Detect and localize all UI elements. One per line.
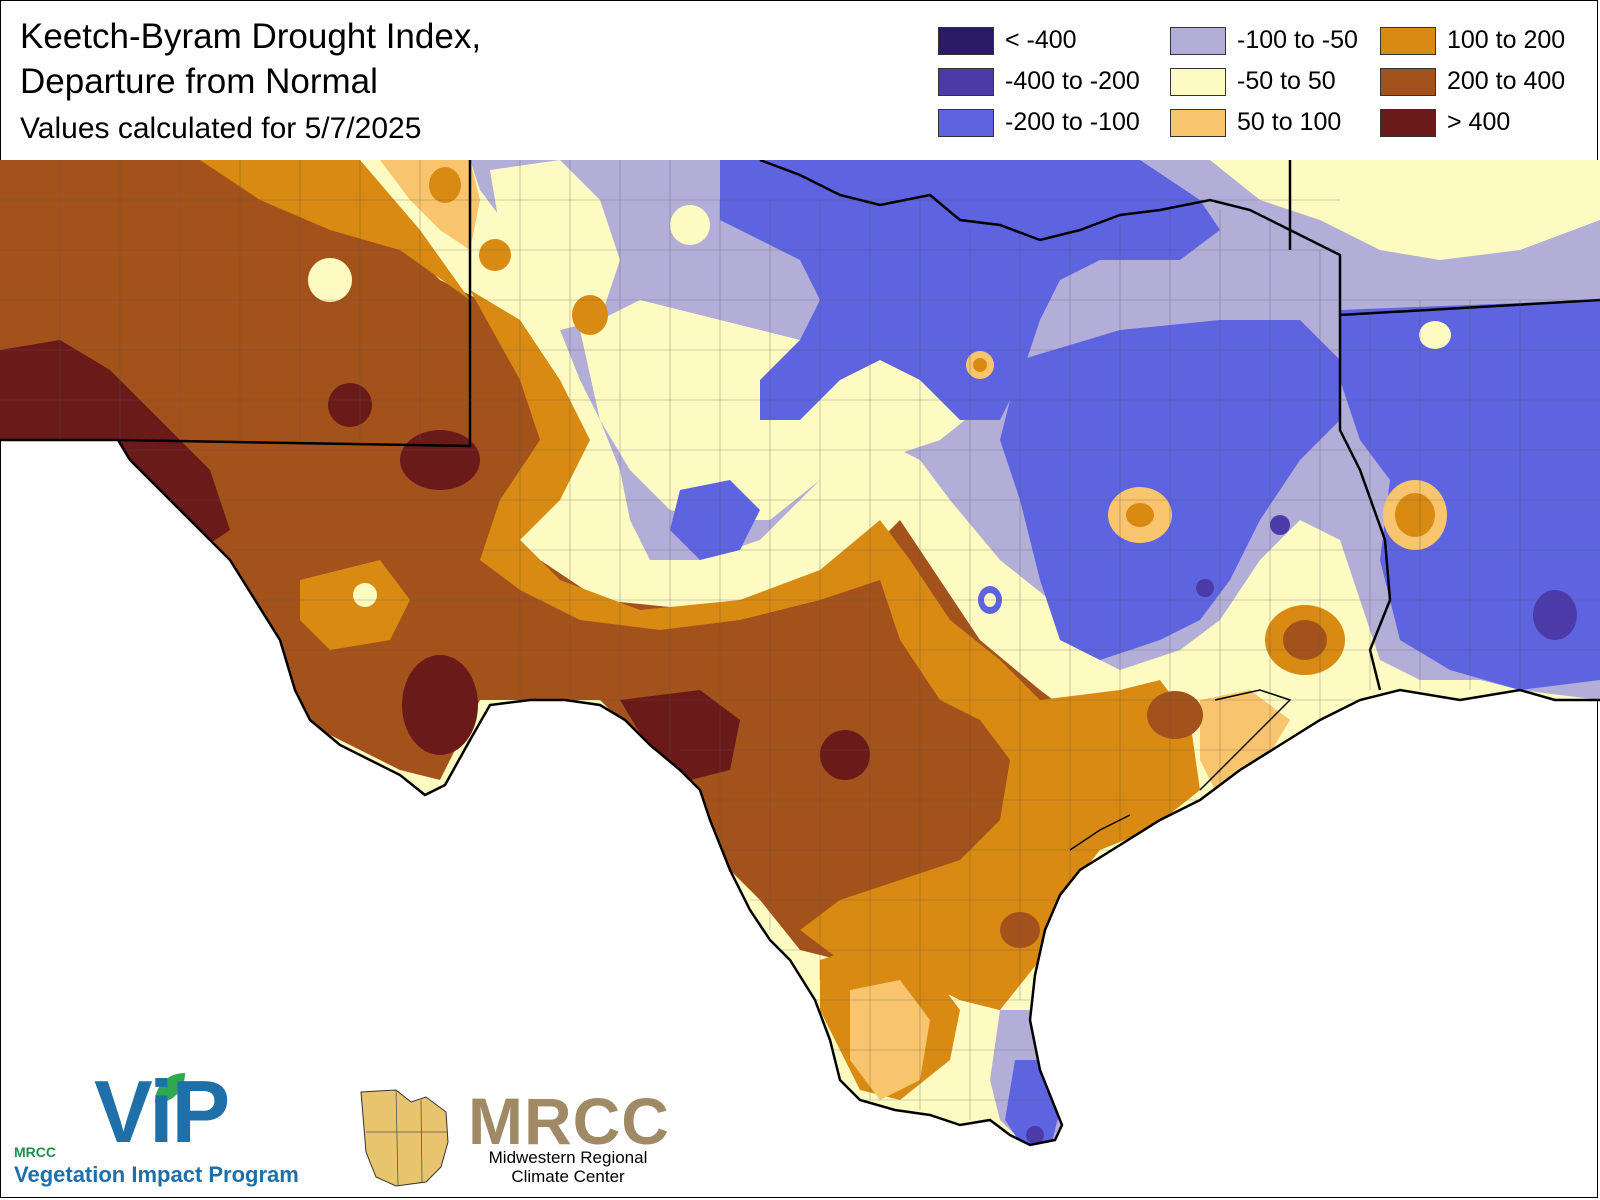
legend-item: 50 to 100: [1170, 102, 1380, 143]
map-title-line2: Departure from Normal: [20, 62, 378, 101]
legend-swatch: [938, 67, 994, 96]
legend-item: 200 to 400: [1380, 61, 1590, 102]
title-block: Keetch-Byram Drought Index, Departure fr…: [20, 14, 481, 148]
mrcc-name-line1: Midwestern Regional: [488, 1148, 648, 1167]
legend-swatch: [1170, 108, 1226, 137]
mrcc-logo-letters: MRCC: [468, 1084, 670, 1158]
legend-swatch: [1380, 26, 1436, 55]
legend-item: -400 to -200: [938, 61, 1170, 102]
county-lines: [0, 160, 1600, 1120]
legend-label: -200 to -100: [1005, 108, 1140, 136]
legend-swatch: [1170, 26, 1226, 55]
vip-org-label: MRCC: [14, 1144, 56, 1160]
legend-item: > 400: [1380, 102, 1590, 143]
mrcc-name-line2: Climate Center: [511, 1167, 625, 1186]
legend-item: -100 to -50: [1170, 20, 1380, 61]
map-date-subtitle: Values calculated for 5/7/2025: [20, 112, 422, 145]
legend-swatch: [1380, 67, 1436, 96]
legend-label: < -400: [1005, 26, 1077, 54]
midwest-map-icon: [360, 1089, 449, 1187]
mrcc-logo: MRCC Midwestern Regional Climate Center: [356, 1082, 686, 1192]
legend-label: 50 to 100: [1237, 108, 1342, 136]
legend-swatch: [1170, 67, 1226, 96]
vip-logo: ViP MRCC Vegetation Impact Program: [12, 1062, 332, 1190]
legend-swatch: [1380, 108, 1436, 137]
vip-logo-letters: ViP: [94, 1062, 230, 1161]
legend-swatch: [938, 108, 994, 137]
legend: < -400 -100 to -50 100 to 200 -400 to -2…: [938, 20, 1590, 143]
legend-item: < -400: [938, 20, 1170, 61]
legend-label: 100 to 200: [1447, 26, 1566, 54]
legend-item: -50 to 50: [1170, 61, 1380, 102]
map-title: Keetch-Byram Drought Index,: [20, 17, 482, 56]
leaf-icon: [155, 1073, 185, 1103]
drought-map: [0, 160, 1600, 1147]
legend-label: -400 to -200: [1005, 67, 1140, 95]
legend-label: -50 to 50: [1237, 67, 1336, 95]
legend-label: > 400: [1447, 108, 1511, 136]
legend-label: -100 to -50: [1237, 26, 1358, 54]
legend-item: 100 to 200: [1380, 20, 1590, 61]
legend-item: -200 to -100: [938, 102, 1170, 143]
vip-program-name: Vegetation Impact Program: [14, 1162, 299, 1187]
legend-label: 200 to 400: [1447, 67, 1566, 95]
legend-swatch: [938, 26, 994, 55]
